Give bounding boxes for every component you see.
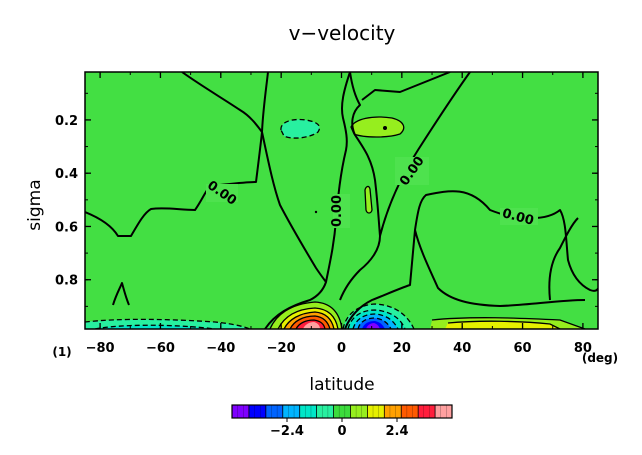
zero-contour-lower-right: [414, 229, 586, 307]
surface-negative-min-core: [366, 323, 380, 329]
chart-title: v−velocity: [289, 21, 396, 45]
positive-contour-5: [295, 319, 326, 329]
negative-contour-2: [342, 303, 415, 329]
contour-labels: 0.00 0.00 0.00 0.00: [204, 154, 538, 229]
positive-contour-8: [431, 317, 586, 329]
surface-positive-max-core: [303, 322, 320, 329]
positive-contour-2: [277, 307, 339, 329]
positive-contour-7: [364, 185, 373, 214]
colorbar-swatch: [316, 405, 334, 418]
minor-negative-patch: [280, 119, 320, 139]
colorbar-swatch: [350, 405, 368, 418]
zero-contour-far-left-loop: [112, 282, 130, 306]
negative-contour-7: [94, 324, 216, 329]
positive-contours: [269, 116, 586, 329]
max-marker: [383, 126, 387, 130]
positive-contour-4: [289, 315, 331, 329]
y-axis-label: sigma: [25, 179, 45, 230]
x-axis: −80 −60 −40 −20 0 20 40 60 80: [86, 72, 592, 356]
x-tick-label: 40: [453, 341, 471, 356]
surface-negative-band-left-inner: [95, 325, 215, 329]
zero-contour-upper-left: [181, 72, 263, 133]
colorbar-swatch: [265, 405, 283, 418]
zero-contour-right-upper: [379, 72, 471, 237]
colorbar-swatch: [384, 405, 402, 418]
colorbar-swatch: [418, 405, 436, 418]
x-tick-label: −20: [267, 341, 296, 356]
negative-contour-6: [85, 318, 251, 329]
positive-contour-1: [269, 301, 343, 329]
x-tick-label: −40: [206, 341, 235, 356]
x-tick-label: −80: [86, 341, 115, 356]
zero-contour-center: [325, 72, 351, 283]
negative-contours: [85, 118, 415, 329]
zero-contour-far-right: [548, 217, 579, 301]
x-tick-label: 0: [337, 341, 346, 356]
colorbar: −2.4 0 2.4: [231, 404, 453, 439]
colorbar-swatch: [248, 405, 266, 418]
x-axis-label: latitude: [309, 375, 374, 395]
x-unit-label: (deg): [582, 351, 618, 365]
y-tick-label: 0.4: [55, 167, 78, 182]
negative-contour-1: [280, 118, 321, 139]
x-tick-label: 60: [514, 341, 532, 356]
colorbar-swatch: [401, 405, 419, 418]
y-tick-label: 0.8: [55, 274, 78, 289]
negative-contour-5: [357, 317, 392, 329]
center-dot: [314, 210, 318, 214]
colorbar-tick-label: −2.4: [270, 424, 304, 439]
colorbar-swatch: [282, 405, 300, 418]
corner-label: (1): [52, 345, 71, 359]
contour-label-2: 0.00: [330, 195, 345, 227]
zero-contour-left: [85, 72, 269, 237]
minor-positive-patch-upper: [351, 117, 404, 137]
y-tick-label: 0.2: [55, 114, 78, 129]
zero-contour-left-branch: [261, 131, 327, 329]
label-bg-1: [206, 184, 238, 202]
positive-contour-3: [283, 311, 335, 329]
negative-contour-3: [347, 309, 406, 329]
zero-contour-right: [344, 190, 598, 329]
zero-contours: [85, 72, 598, 329]
colorbar-swatch: [299, 405, 317, 418]
negative-contour-4: [352, 313, 399, 329]
positive-contour-9: [447, 320, 561, 329]
x-tick-label: 20: [393, 341, 411, 356]
colorbar-tick-label: 0: [337, 424, 346, 439]
colorbar-swatch: [435, 405, 452, 418]
y-tick-label: 0.6: [55, 220, 78, 235]
positive-contour-6: [350, 116, 405, 138]
zero-contour-center-right: [339, 72, 381, 301]
surface-positive-band-right-inner: [445, 321, 560, 329]
x-tick-label: 80: [574, 341, 592, 356]
label-bg-2: [333, 194, 350, 228]
colorbar-swatch: [333, 405, 351, 418]
label-bg-3: [395, 157, 429, 185]
colorbar-swatch: [232, 405, 249, 418]
label-bg-4: [500, 208, 538, 225]
colorbar-swatch: [367, 405, 385, 418]
colorbar-tick-label: 2.4: [385, 424, 408, 439]
zero-contour-upper-right: [361, 72, 451, 101]
x-tick-label: −60: [146, 341, 175, 356]
y-axis: 0.2 0.4 0.6 0.8: [55, 92, 598, 307]
